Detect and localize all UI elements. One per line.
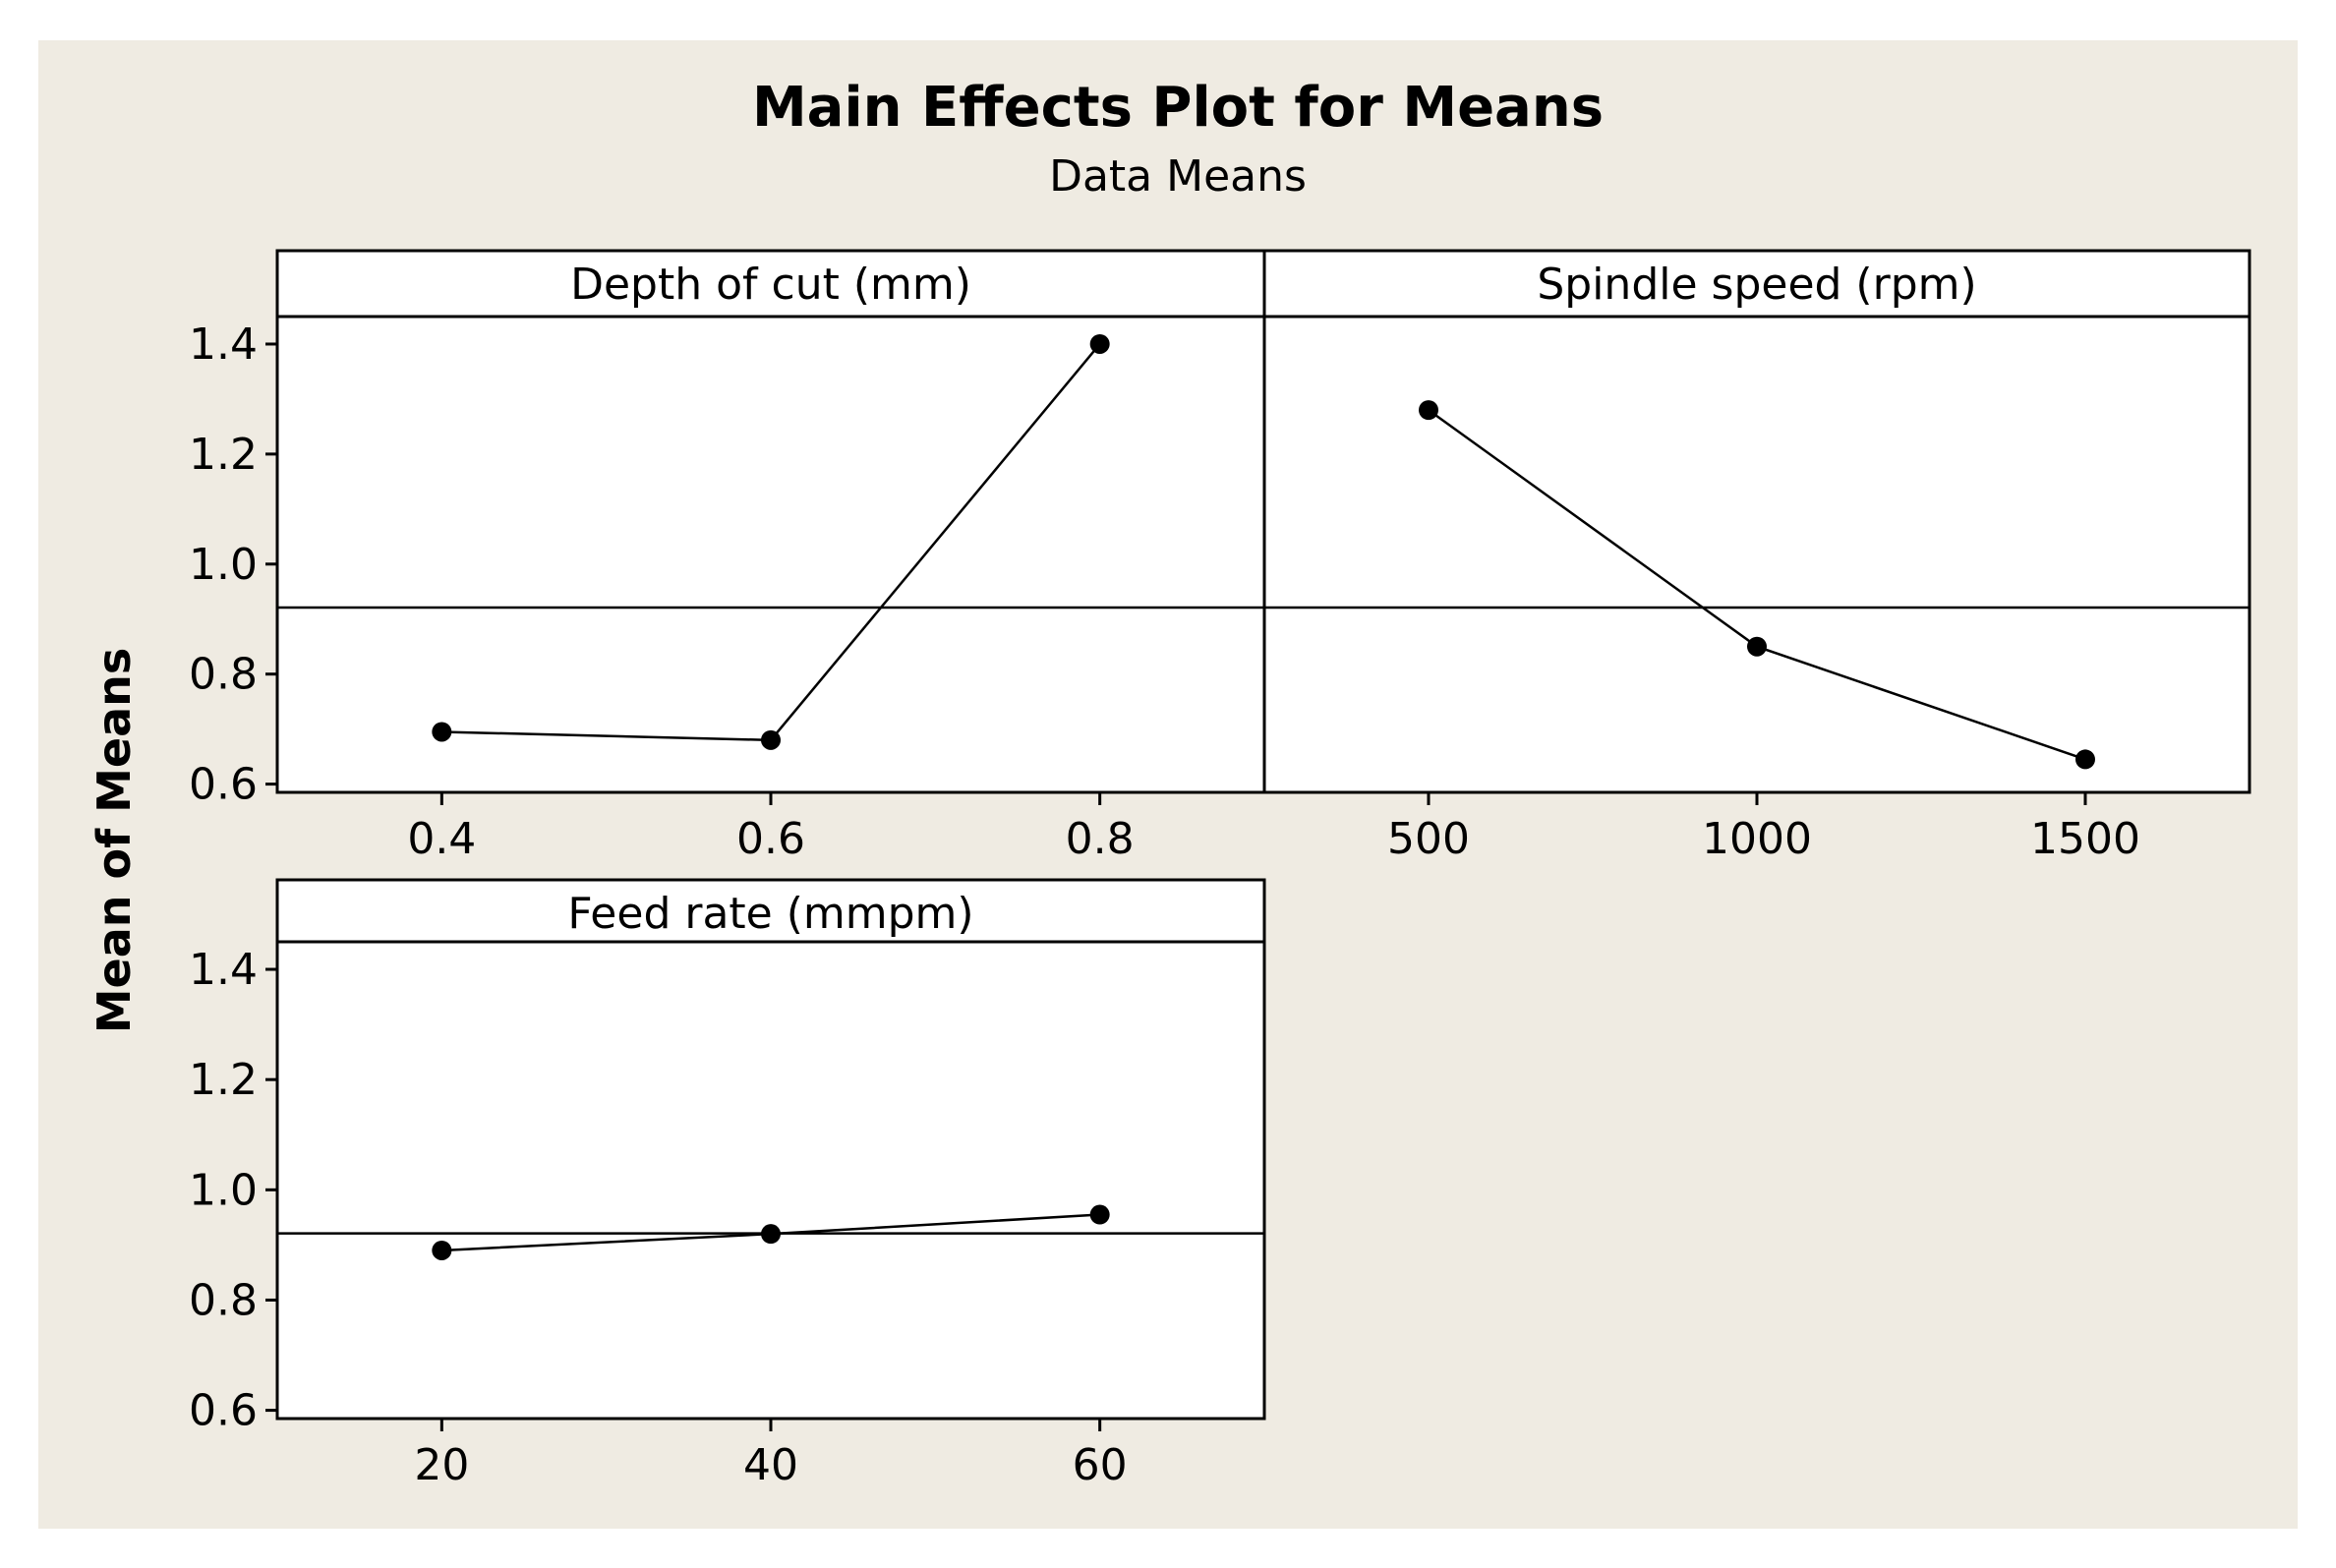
y-tick-label: 1.0: [189, 1165, 258, 1215]
panel-1-title: Depth of cut (mm): [570, 260, 971, 310]
y-tick-label: 1.2: [189, 1055, 258, 1105]
x-tick-label: 0.8: [1066, 814, 1135, 864]
y-tick-label: 1.0: [189, 540, 258, 590]
y-tick-label: 1.4: [189, 945, 258, 995]
panel-1-data-point: [432, 722, 452, 742]
x-tick-label: 0.4: [407, 814, 476, 864]
y-tick-label: 1.4: [189, 319, 258, 370]
x-tick-label: 0.6: [736, 814, 805, 864]
panel-3-data-point: [761, 1224, 781, 1245]
x-tick-label: 20: [414, 1440, 469, 1490]
panel-1-frame: [275, 249, 1266, 794]
panel-1-data-point: [761, 729, 781, 750]
x-tick-label: 500: [1387, 814, 1470, 864]
y-tick-label: 0.6: [189, 1386, 258, 1436]
y-tick-label: 0.6: [189, 760, 258, 810]
panel-2-data-point: [2075, 749, 2095, 770]
y-tick-label: 0.8: [189, 1275, 258, 1325]
panels-group: Depth of cut (mm) 0.6 0.8 1.0 1.2 1.4 0.4 0.6 0.…: [189, 249, 2251, 1490]
x-tick-label: 1500: [2030, 814, 2140, 864]
x-tick-label: 1000: [1702, 814, 1812, 864]
chart-title: Main Effects Plot for Means: [752, 76, 1604, 140]
panel-2-frame: [1262, 249, 2251, 794]
x-tick-label: 60: [1073, 1440, 1128, 1490]
x-tick-label: 40: [743, 1440, 798, 1490]
panel-3-frame: [275, 878, 1266, 1421]
panel-2-data-point: [1419, 400, 1438, 421]
panel-1-data-point: [1089, 333, 1110, 354]
panel-3-title: Feed rate (mmpm): [567, 889, 973, 939]
y-axis-label: Mean of Means: [88, 648, 141, 1034]
panel-3-data-point: [432, 1240, 452, 1260]
y-tick-label: 0.8: [189, 650, 258, 700]
panel-3-data-point: [1089, 1204, 1110, 1225]
chart-subtitle: Data Means: [1049, 151, 1307, 202]
panel-2-title: Spindle speed (rpm): [1537, 260, 1976, 310]
panel-2-data-point: [1747, 636, 1767, 657]
y-tick-label: 1.2: [189, 430, 258, 480]
